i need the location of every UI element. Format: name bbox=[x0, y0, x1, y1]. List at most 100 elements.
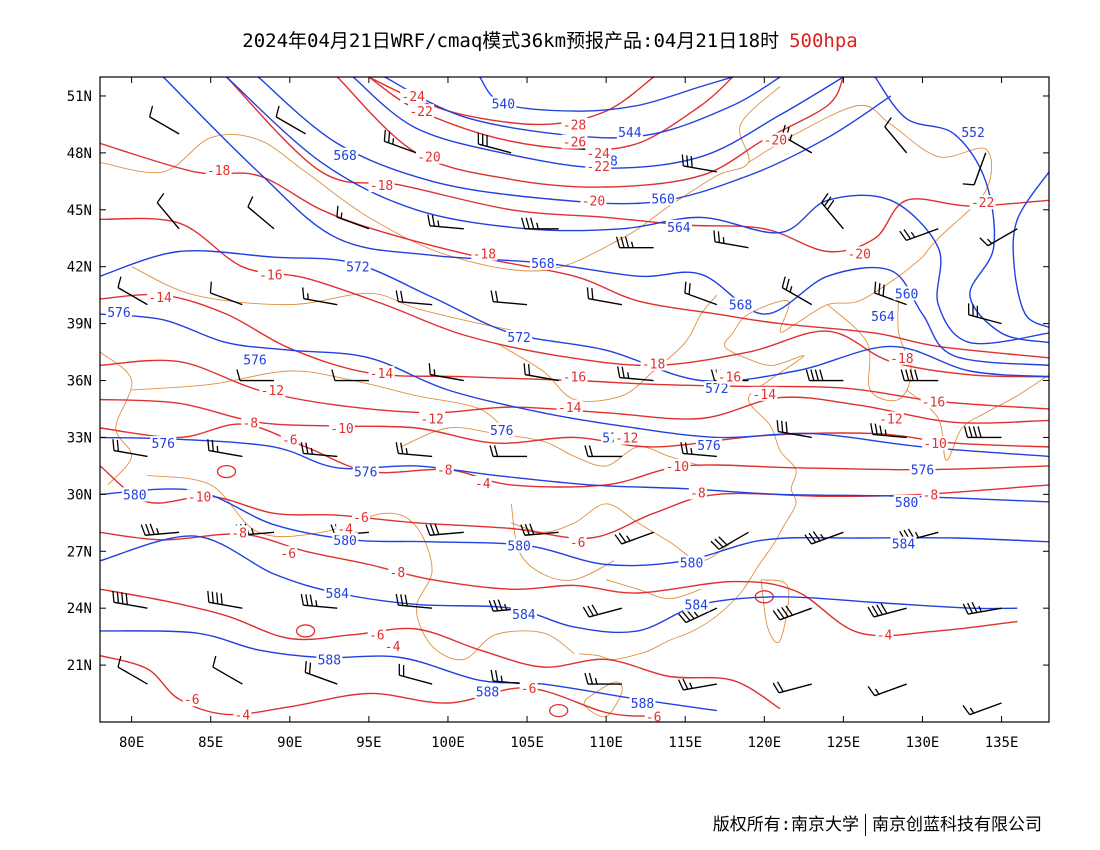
height-label: 568 bbox=[729, 299, 752, 314]
temperature-label: -6 bbox=[521, 682, 537, 697]
temperature-label: -4 bbox=[337, 523, 353, 538]
temperature-label: -12 bbox=[420, 412, 443, 427]
lat-tick-label: 48N bbox=[67, 146, 92, 162]
wind-barb bbox=[711, 532, 749, 549]
height-label: 568 bbox=[531, 257, 554, 272]
lon-tick-label: 110E bbox=[589, 735, 623, 751]
wind-barb bbox=[806, 370, 843, 381]
wind-barb bbox=[141, 524, 179, 535]
lat-tick-label: 39N bbox=[67, 317, 92, 333]
height-label: 576 bbox=[243, 354, 266, 369]
temperature-contour bbox=[100, 424, 1049, 487]
lat-tick-label: 51N bbox=[67, 89, 92, 105]
boundary-line bbox=[100, 352, 132, 485]
temperature-label: -10 bbox=[923, 437, 946, 452]
wind-barb bbox=[332, 370, 369, 381]
wind-barb bbox=[587, 287, 622, 304]
wind-barb bbox=[685, 282, 717, 305]
wind-barb bbox=[396, 442, 432, 456]
temperature-label: -8 bbox=[390, 566, 406, 581]
temperature-label: -18 bbox=[642, 357, 665, 372]
wind-barb bbox=[522, 218, 559, 229]
lon-tick-label: 115E bbox=[668, 735, 702, 751]
wind-barb bbox=[490, 445, 527, 456]
temperature-label: -14 bbox=[558, 401, 582, 416]
height-label: 540 bbox=[492, 98, 515, 113]
temperature-label: -28 bbox=[563, 118, 586, 133]
temperature-contour bbox=[227, 77, 1050, 252]
height-label: 576 bbox=[697, 439, 720, 454]
wind-barb bbox=[901, 370, 938, 381]
wind-barb bbox=[617, 237, 654, 248]
temperature-label: -6 bbox=[369, 629, 385, 644]
wind-barb bbox=[963, 703, 1002, 715]
lon-tick-label: 125E bbox=[827, 735, 861, 751]
temperature-label: -16 bbox=[563, 371, 586, 386]
height-label: 584 bbox=[685, 598, 709, 613]
lon-tick-label: 100E bbox=[431, 735, 465, 751]
wind-barb bbox=[714, 230, 749, 247]
temperature-label: -4 bbox=[475, 477, 491, 492]
temperature-label: -8 bbox=[231, 526, 247, 541]
wind-barb bbox=[868, 684, 907, 696]
wind-barb bbox=[980, 229, 1018, 246]
height-label: 580 bbox=[507, 540, 530, 555]
temperature-label: -8 bbox=[690, 486, 706, 501]
lon-tick-label: 130E bbox=[906, 735, 940, 751]
height-label: 576 bbox=[911, 464, 934, 479]
height-label: 584 bbox=[512, 608, 536, 623]
temperature-contour bbox=[100, 143, 1049, 357]
wind-barb bbox=[210, 282, 242, 305]
boundary-line bbox=[606, 580, 701, 599]
footer-divider bbox=[865, 814, 866, 836]
temperature-contour bbox=[100, 589, 780, 709]
height-label: 584 bbox=[326, 587, 350, 602]
lon-tick-label: 105E bbox=[510, 735, 544, 751]
height-contours bbox=[100, 77, 1049, 711]
wind-barb bbox=[521, 524, 559, 535]
wind-barb bbox=[679, 679, 717, 690]
temperature-label: -18 bbox=[890, 352, 913, 367]
height-label: 560 bbox=[651, 192, 674, 207]
temperature-cell bbox=[297, 625, 315, 637]
wind-barb bbox=[900, 229, 939, 241]
temperature-label: -14 bbox=[370, 367, 394, 382]
temperature-label: -22 bbox=[586, 160, 609, 175]
wind-barb bbox=[301, 442, 337, 456]
wind-barb bbox=[773, 682, 812, 693]
lat-tick-label: 36N bbox=[67, 374, 92, 390]
temperature-label: -10 bbox=[330, 422, 353, 437]
temperature-label: -20 bbox=[847, 247, 870, 262]
temperature-label: -20 bbox=[764, 134, 787, 149]
height-label: 576 bbox=[152, 437, 175, 452]
temperature-label: -18 bbox=[370, 179, 393, 194]
wind-barb bbox=[868, 604, 907, 617]
temperature-label: -24 bbox=[401, 90, 425, 105]
boundary-line bbox=[828, 295, 912, 401]
temperature-label: -16 bbox=[259, 268, 282, 283]
boundary-line bbox=[132, 267, 527, 333]
height-label: 568 bbox=[333, 149, 356, 164]
wind-barb bbox=[303, 287, 338, 304]
height-label: 576 bbox=[354, 466, 377, 481]
temperature-label: -16 bbox=[922, 395, 945, 410]
temperature-contours bbox=[100, 77, 1049, 717]
wind-barb bbox=[396, 594, 432, 608]
wind-barb bbox=[276, 106, 305, 134]
lat-tick-label: 42N bbox=[67, 260, 92, 276]
wind-barb bbox=[113, 439, 148, 456]
height-label: 564 bbox=[871, 310, 895, 325]
lon-tick-label: 90E bbox=[277, 735, 302, 751]
lon-tick-label: 120E bbox=[747, 735, 781, 751]
wind-barb bbox=[585, 445, 622, 456]
temperature-label: -14 bbox=[148, 291, 172, 306]
wind-barb bbox=[478, 133, 511, 153]
temperature-label: -6 bbox=[280, 547, 296, 562]
wind-barb bbox=[885, 117, 907, 152]
wind-barb bbox=[337, 206, 369, 229]
height-label: 580 bbox=[680, 557, 703, 572]
height-label: 580 bbox=[895, 496, 918, 511]
wind-barb bbox=[118, 277, 147, 305]
temperature-label: -8 bbox=[242, 416, 258, 431]
